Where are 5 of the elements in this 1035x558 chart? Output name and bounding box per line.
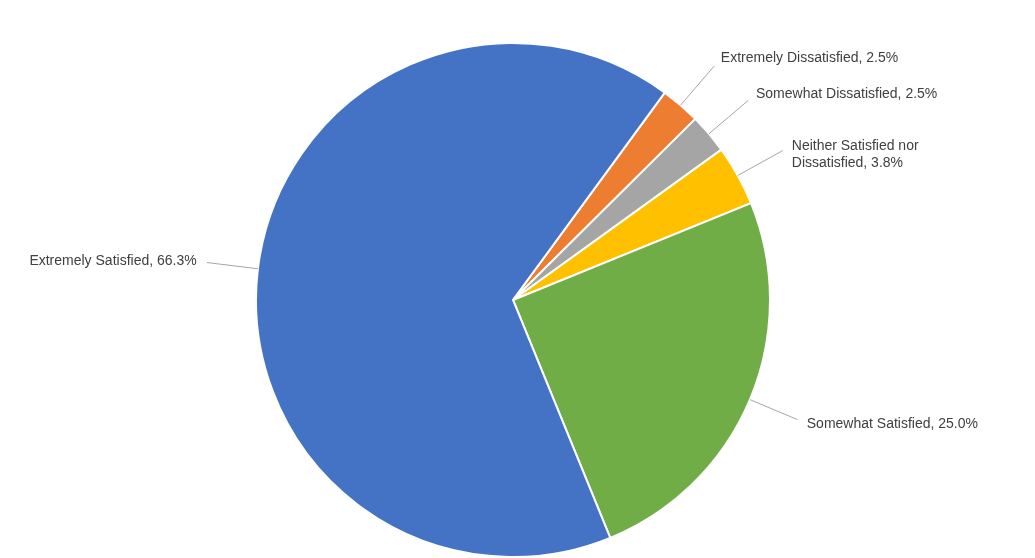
slice-label: Somewhat Dissatisfied, 2.5% (756, 84, 938, 101)
slice-label: Somewhat Satisfied, 25.0% (806, 414, 978, 431)
slice-label: Neither Satisfied nor Dissatisfied, 3.8% (791, 136, 919, 170)
slice-label: Extremely Satisfied, 66.3% (29, 252, 197, 269)
slice-label: Extremely Dissatisfied, 2.5% (720, 49, 899, 66)
